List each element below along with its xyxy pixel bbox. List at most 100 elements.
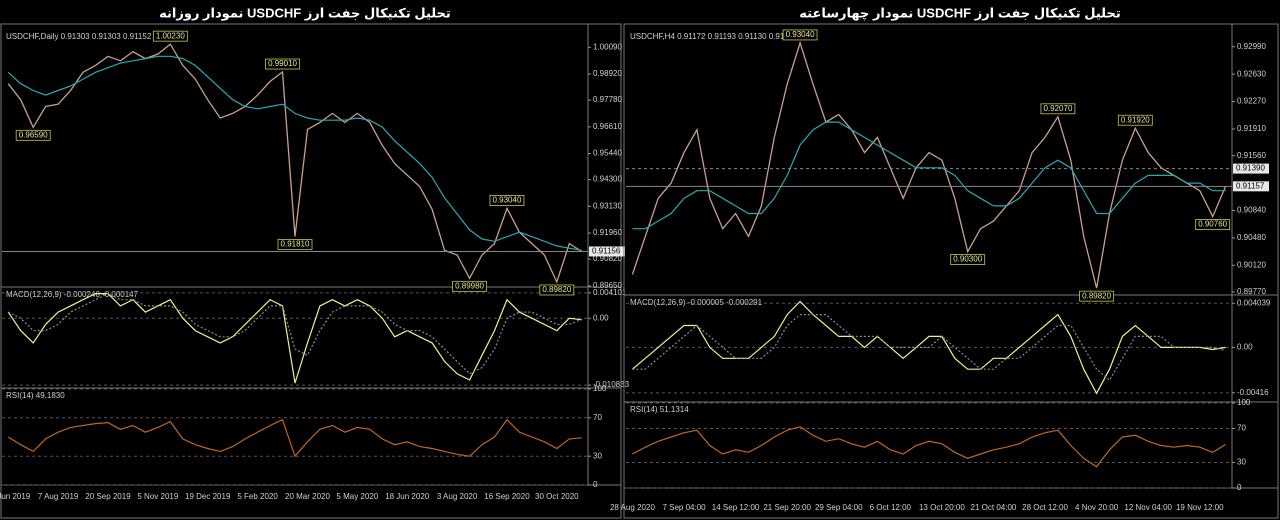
panel-header: USDCHF,H4 0.91172 0.91193 0.91130 0.9115… <box>630 32 798 41</box>
level-box <box>152 30 188 42</box>
y-tick-label: 0.92270 <box>1237 97 1266 106</box>
level-box <box>1195 219 1231 230</box>
level-box <box>1079 290 1115 302</box>
indicator-line <box>7 55 582 251</box>
x-tick-label: 18 Jun 2020 <box>385 492 430 501</box>
level-label: 0.89820 <box>1082 291 1111 300</box>
price-tag <box>589 246 625 257</box>
x-tick-label: 5 Feb 2020 <box>237 492 278 501</box>
level-label: 0.93040 <box>786 30 815 39</box>
y-tick-label: 0.90820 <box>593 254 622 263</box>
y-tick-label: 0 <box>593 480 598 489</box>
indicator-line <box>7 293 582 384</box>
y-tick-label: 0.91560 <box>1237 151 1266 160</box>
price-tag-label: 0.91156 <box>592 247 621 256</box>
level-label: 0.93040 <box>492 196 521 205</box>
y-tick-label: 0.90120 <box>1237 260 1266 269</box>
x-tick-label: 30 Oct 2020 <box>535 492 579 501</box>
y-tick-label: 30 <box>1237 458 1246 467</box>
panel-header: MACD(12,26,9) -0.000005 -0.000291 <box>630 298 763 307</box>
y-tick-label: 0.96610 <box>593 122 622 131</box>
indicator-line <box>7 418 582 458</box>
level-box <box>452 280 487 292</box>
level-label: 0.96590 <box>19 130 48 139</box>
level-box <box>277 239 313 250</box>
y-tick-label: 0.004039 <box>1237 298 1271 307</box>
level-label: 0.90300 <box>953 255 982 264</box>
level-box <box>950 254 986 265</box>
x-tick-label: 24 Jun 2019 <box>0 492 31 501</box>
y-tick-label: -0.010833 <box>593 380 630 389</box>
y-tick-label: 0.95440 <box>593 149 622 158</box>
x-tick-label: 21 Oct 04:00 <box>971 503 1017 512</box>
y-tick-label: 0.91910 <box>1237 124 1266 133</box>
panel-header: RSI(14) 51.1314 <box>630 405 689 414</box>
level-box <box>265 58 300 70</box>
level-box <box>539 284 575 296</box>
panel-header: MACD(12,26,9) -0.000246 -0.000147 <box>6 290 139 299</box>
y-tick-label: 0.89770 <box>1237 287 1266 296</box>
price-line <box>631 40 1227 289</box>
y-tick-label: 0.90480 <box>1237 233 1266 242</box>
y-tick-label: 0.004101 <box>593 288 627 297</box>
y-tick-label: 0.97780 <box>593 95 622 104</box>
y-tick-label: 0.92990 <box>1237 42 1266 51</box>
x-tick-label: 6 Oct 12:00 <box>870 503 912 512</box>
chart-title: تحلیل تکنیکال جفت ارز USDCHF نمودار روزا… <box>159 5 451 20</box>
price-tag <box>1233 181 1269 192</box>
x-tick-label: 13 Oct 20:00 <box>919 503 965 512</box>
y-tick-label: 100 <box>593 384 607 393</box>
level-label: 0.99010 <box>268 59 297 68</box>
level-label: 1.00230 <box>156 31 185 40</box>
x-tick-label: 21 Sep 20:00 <box>763 503 811 512</box>
price-tag <box>1233 163 1269 174</box>
x-tick-label: 7 Sep 04:00 <box>662 503 706 512</box>
level-label: 0.92070 <box>1043 104 1072 113</box>
level-box <box>15 129 51 141</box>
chart-frame <box>623 23 1279 519</box>
chart-frame <box>0 23 622 519</box>
x-tick-label: 20 Sep 2019 <box>85 492 131 501</box>
y-tick-label: 0.89650 <box>593 281 622 290</box>
y-tick-label: 0.93130 <box>593 201 622 210</box>
level-label: 0.91920 <box>1121 115 1150 124</box>
level-label: 0.89980 <box>455 281 484 290</box>
y-tick-label: 0.90840 <box>1237 206 1266 215</box>
x-tick-label: 14 Sep 12:00 <box>712 503 760 512</box>
price-tag-label: 0.91157 <box>1236 181 1265 190</box>
x-tick-label: 4 Nov 20:00 <box>1075 503 1119 512</box>
x-tick-label: 16 Sep 2020 <box>484 492 530 501</box>
panel-header: USDCHF,Daily 0.91303 0.91303 0.91152 0.9… <box>6 32 182 41</box>
x-tick-label: 7 Aug 2019 <box>38 492 79 501</box>
indicator-line <box>632 314 1226 382</box>
x-tick-label: 20 Mar 2020 <box>285 492 330 501</box>
y-tick-label: 0.00 <box>593 313 609 322</box>
level-label: 0.90760 <box>1198 220 1227 229</box>
x-tick-label: 28 Aug 2020 <box>610 503 655 512</box>
y-tick-label: 0.92630 <box>1237 69 1266 78</box>
chart-title: تحلیل تکنیکال جفت ارز USDCHF نمودار چهار… <box>799 5 1120 20</box>
x-tick-label: 19 Nov 12:00 <box>1176 503 1224 512</box>
y-tick-label: 1.00090 <box>593 42 622 51</box>
y-tick-label: 30 <box>593 451 602 460</box>
indicator-line <box>632 300 1226 395</box>
x-tick-label: 12 Nov 04:00 <box>1124 503 1172 512</box>
x-tick-label: 28 Oct 12:00 <box>1022 503 1068 512</box>
y-tick-label: -0.00416 <box>1237 388 1269 397</box>
level-label: 0.91810 <box>281 240 310 249</box>
x-tick-label: 5 May 2020 <box>336 492 378 501</box>
indicator-line <box>7 292 583 375</box>
y-tick-label: 0.94300 <box>593 175 622 184</box>
y-tick-label: 0.91960 <box>593 228 622 237</box>
y-tick-label: 0 <box>1237 483 1242 492</box>
panel-header: RSI(14) 49.1830 <box>6 391 65 400</box>
price-tag-label: 0.91390 <box>1236 164 1265 173</box>
x-tick-label: 29 Sep 04:00 <box>815 503 863 512</box>
y-tick-label: 70 <box>593 413 602 422</box>
level-label: 0.89820 <box>542 285 571 294</box>
indicator-line <box>632 121 1226 230</box>
x-tick-label: 5 Nov 2019 <box>137 492 178 501</box>
x-tick-label: 19 Dec 2019 <box>185 492 231 501</box>
y-tick-label: 70 <box>1237 424 1246 433</box>
